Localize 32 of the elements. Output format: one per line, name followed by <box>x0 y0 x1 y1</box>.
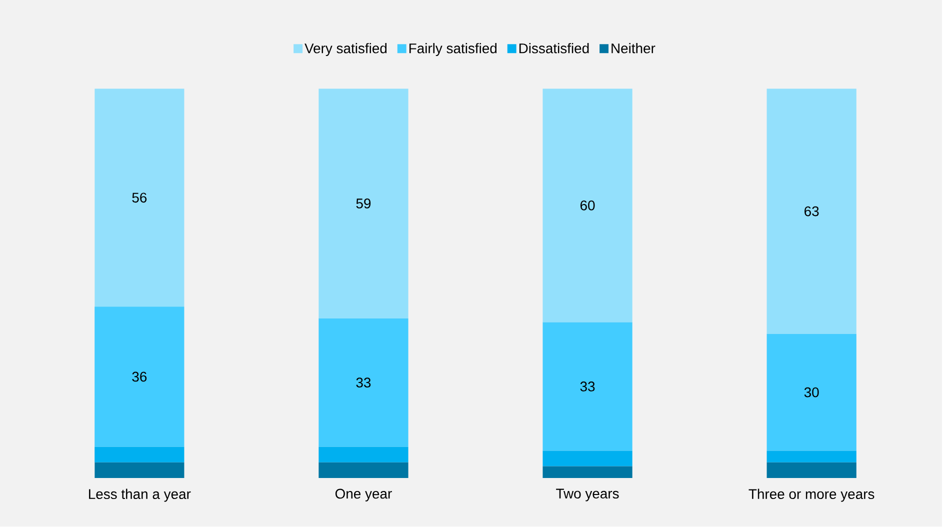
x-tick-label: One year <box>335 488 392 502</box>
data-label: 60 <box>580 200 595 210</box>
bar <box>766 462 856 478</box>
bar <box>766 334 856 451</box>
data-label: 63 <box>804 206 819 216</box>
data-label: 30 <box>804 387 819 398</box>
bar <box>318 462 408 478</box>
bar <box>94 88 184 307</box>
bar <box>542 88 632 322</box>
legend-label: Neither <box>612 43 656 54</box>
data-label: 33 <box>356 378 371 388</box>
x-tick-label: Less than a year <box>89 488 191 502</box>
legend-label: Very satisfied <box>304 43 387 56</box>
legend-label: Fairly satisfied <box>409 43 497 56</box>
bar <box>766 450 856 463</box>
bar <box>94 462 184 478</box>
data-label: 33 <box>580 382 595 392</box>
x-tick-label: Two years <box>556 488 619 502</box>
x-tick-label: Three or more years <box>748 488 874 502</box>
data-label: 59 <box>356 198 371 209</box>
bar <box>318 88 408 318</box>
bar <box>318 318 408 447</box>
data-label: 36 <box>132 372 147 382</box>
bar <box>94 446 184 463</box>
bar <box>766 88 856 334</box>
bar <box>94 306 184 447</box>
bar <box>542 450 632 466</box>
legend-label: Dissatisfied <box>519 43 589 54</box>
bar <box>542 322 632 451</box>
bar <box>542 466 632 478</box>
bar <box>318 446 408 463</box>
data-label: 56 <box>132 192 147 203</box>
